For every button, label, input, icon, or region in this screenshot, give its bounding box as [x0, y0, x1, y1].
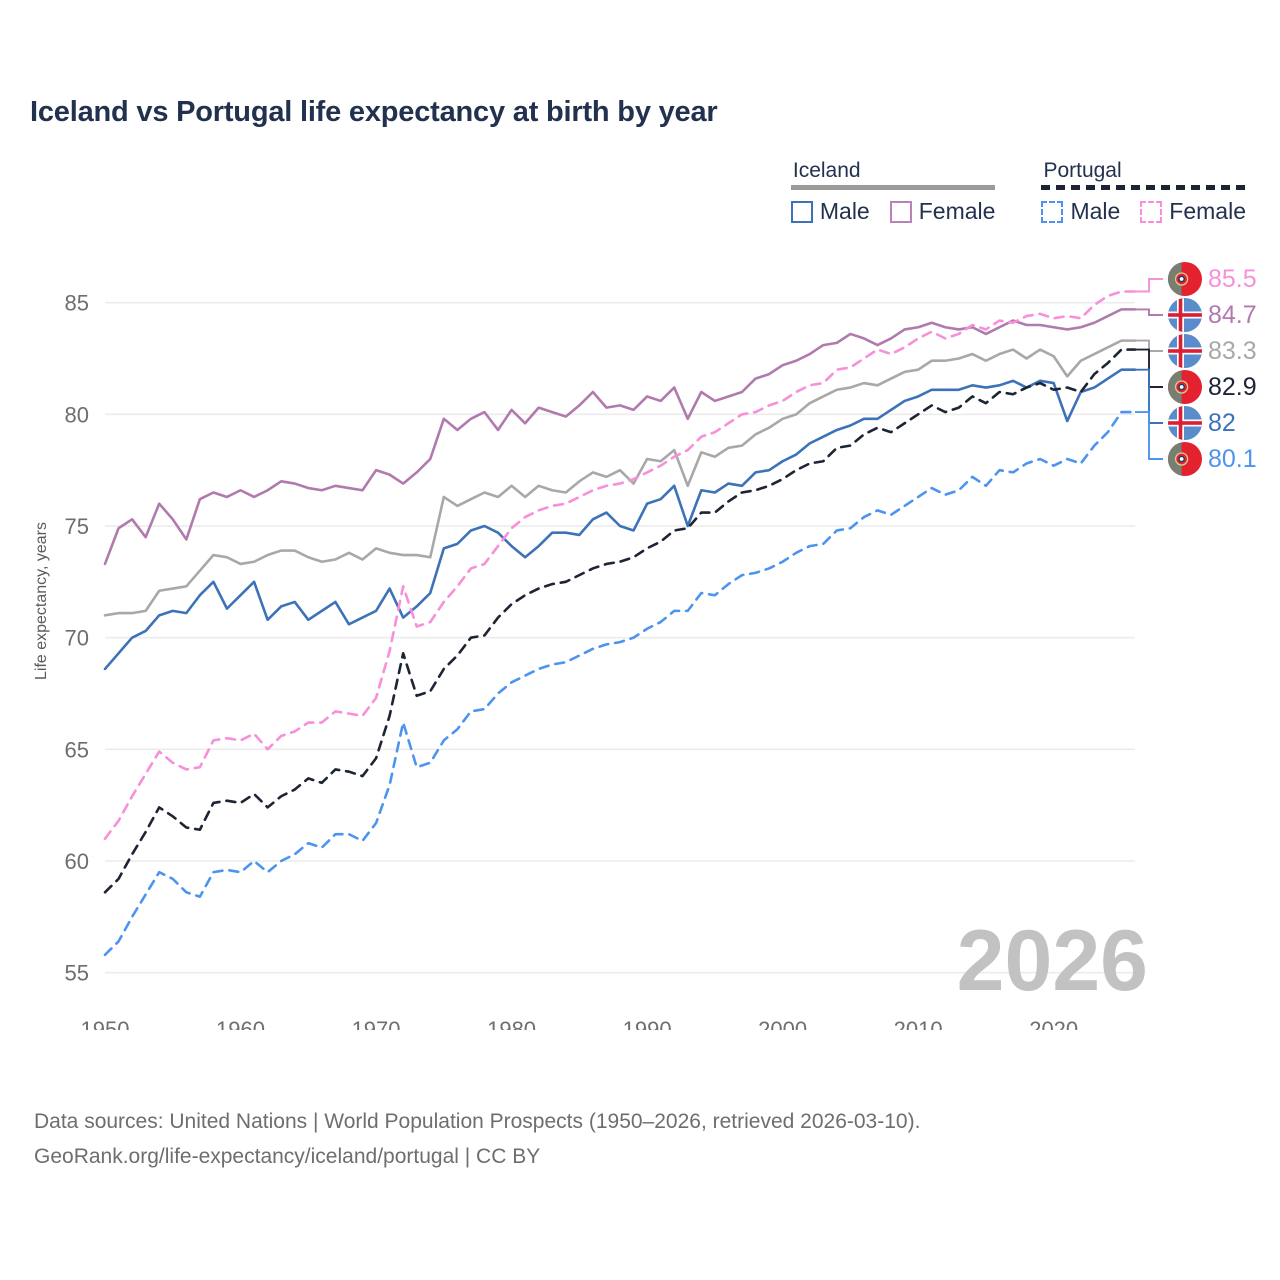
x-tick-label: 1950 [81, 1017, 130, 1030]
portugal-flag-icon [1168, 262, 1202, 296]
legend-item-portugal-male[interactable]: Male [1041, 200, 1120, 223]
series-line-portugal-total [103, 348, 1137, 894]
page-title: Iceland vs Portugal life expectancy at b… [30, 96, 718, 128]
y-axis-title: Life expectancy, years [33, 522, 50, 680]
y-tick-label: 60 [65, 849, 89, 874]
legend-label: Male [1070, 198, 1121, 225]
x-tick-label: 1990 [623, 1017, 672, 1030]
y-axis-ticks: 55 60 65 70 75 80 85 [65, 291, 89, 986]
legend-group-title-iceland: Iceland [792, 159, 861, 182]
y-tick-label: 80 [65, 402, 89, 427]
series-line-iceland-male [103, 368, 1137, 671]
portugal-flag-icon [1168, 370, 1202, 404]
label-connectors [1135, 278, 1163, 460]
end-label-row: 83.3 [1168, 334, 1257, 368]
footer-line-2: GeoRank.org/life-expectancy/iceland/port… [34, 1144, 541, 1168]
legend-swatch-icon [790, 200, 813, 223]
legend-swatch-icon [889, 200, 912, 223]
y-tick-label: 55 [65, 961, 89, 986]
end-label-value: 82.9 [1208, 372, 1257, 401]
end-label-row: 80.1 [1168, 442, 1257, 476]
end-label-value: 82 [1208, 408, 1236, 437]
plot-area: 55 60 65 70 75 80 85 1950 1960 1970 1980 1990 2000 2… [0, 250, 1280, 1030]
end-label-row: 82 [1168, 406, 1236, 440]
legend-item-iceland-female[interactable]: Female [889, 198, 996, 225]
iceland-flag-icon [1168, 406, 1202, 440]
y-tick-label: 75 [65, 514, 89, 539]
end-label-value: 83.3 [1208, 336, 1257, 365]
legend-group-iceland: Iceland Male Female [790, 159, 996, 225]
legend-items-iceland: Male Female [790, 198, 996, 225]
y-tick-label: 70 [65, 626, 89, 651]
x-axis-ticks: 1950 1960 1970 1980 1990 2000 2010 2020 [81, 1017, 1079, 1030]
legend-label: Male [819, 198, 870, 225]
series-line-iceland-female [103, 308, 1137, 566]
end-label-value: 84.7 [1208, 300, 1257, 329]
legend-swatch-icon [1140, 200, 1163, 223]
end-label-row: 82.9 [1168, 370, 1257, 404]
end-label-value: 80.1 [1208, 444, 1257, 473]
end-value-labels: 85.5 84.7 83.3 82.9 82 80.1 [1168, 250, 1280, 510]
y-tick-label: 65 [65, 737, 89, 762]
iceland-flag-icon [1168, 298, 1202, 332]
legend-group-title-portugal: Portugal [1043, 159, 1122, 182]
x-tick-label: 2010 [894, 1017, 943, 1030]
legend-label: Female [918, 198, 996, 225]
legend-item-portugal-female[interactable]: Female [1140, 200, 1246, 223]
end-label-row: 84.7 [1168, 298, 1257, 332]
legend-swatch-icon [1041, 200, 1064, 223]
chart-legend: Iceland Male Female Portugal Male [790, 159, 1246, 225]
x-tick-label: 2020 [1029, 1017, 1078, 1030]
x-tick-label: 1980 [487, 1017, 536, 1030]
portugal-flag-icon [1168, 442, 1202, 476]
line-chart-svg: 55 60 65 70 75 80 85 1950 1960 1970 1980 1990 2000 2… [33, 278, 1163, 1030]
data-series [103, 290, 1137, 957]
legend-rule-dashed [1041, 185, 1246, 191]
legend-label: Female [1169, 198, 1246, 225]
legend-items-portugal: Male Female [1041, 200, 1246, 223]
series-line-iceland-total [103, 339, 1137, 617]
legend-item-iceland-male[interactable]: Male [790, 198, 870, 225]
end-label-value: 85.5 [1208, 264, 1257, 293]
series-line-portugal-female [103, 290, 1137, 840]
gridlines [105, 301, 1135, 974]
y-tick-label: 85 [65, 291, 89, 316]
series-line-portugal-male [103, 410, 1137, 957]
end-label-row: 85.5 [1168, 262, 1257, 296]
legend-rule-solid [790, 185, 996, 191]
footer-line-1: Data sources: United Nations | World Pop… [34, 1110, 921, 1133]
year-watermark: 2026 [957, 913, 1148, 1009]
x-tick-label: 2000 [758, 1017, 807, 1030]
x-tick-label: 1970 [352, 1017, 401, 1030]
iceland-flag-icon [1168, 334, 1202, 368]
x-tick-label: 1960 [216, 1017, 265, 1030]
legend-group-portugal: Portugal Male Female [1041, 159, 1246, 223]
footer-credits: Data sources: United Nations | World Pop… [34, 1105, 920, 1174]
